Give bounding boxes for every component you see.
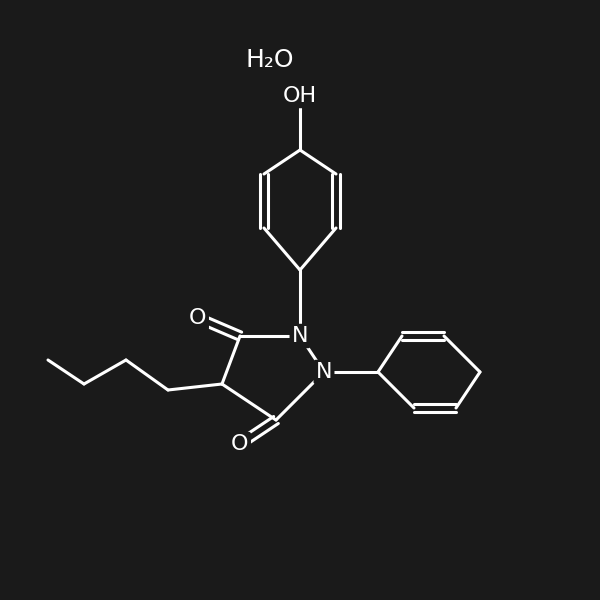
Text: OH: OH: [283, 86, 317, 106]
Text: N: N: [316, 362, 332, 382]
Text: O: O: [231, 434, 249, 454]
Text: N: N: [292, 326, 308, 346]
Text: H₂O: H₂O: [246, 48, 294, 72]
Text: O: O: [189, 308, 207, 328]
